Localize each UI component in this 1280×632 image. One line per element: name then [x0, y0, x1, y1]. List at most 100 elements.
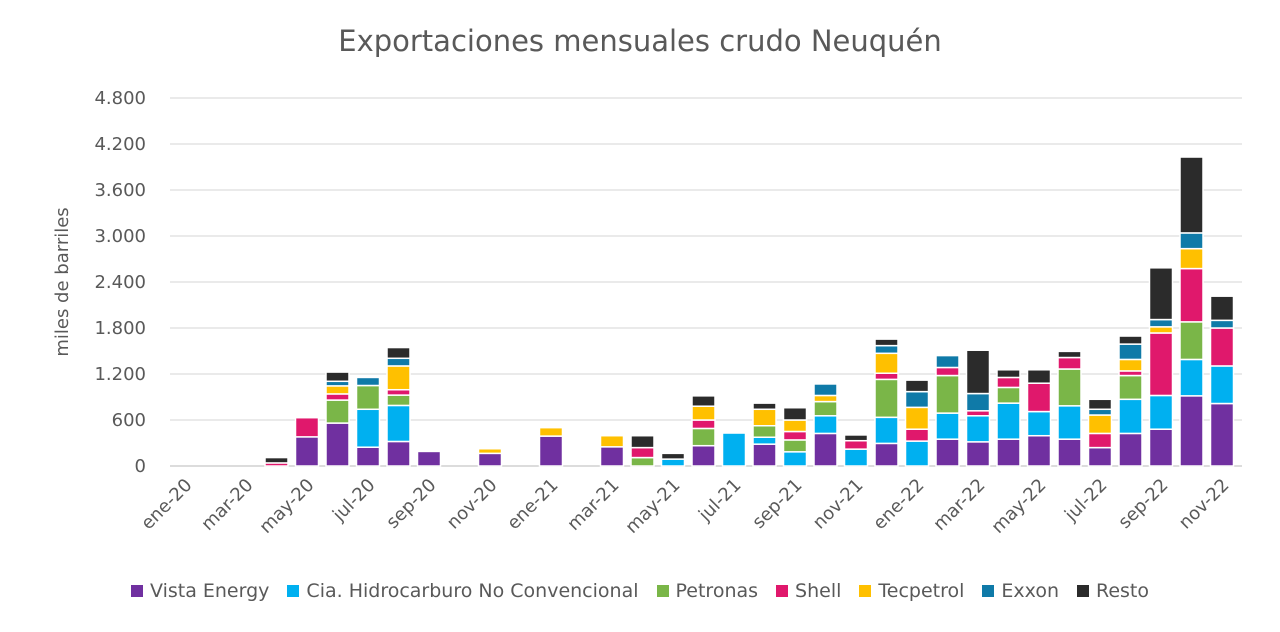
legend-swatch — [776, 585, 789, 597]
bar-segment-vista-energy-abr-22 — [996, 438, 1021, 467]
bar-segment-petronas-sep-21 — [782, 439, 808, 453]
bar-stack-oct-22 — [1179, 156, 1204, 467]
legend-label: Petronas — [675, 580, 759, 602]
legend-swatch — [131, 585, 143, 597]
chart-title: Exportaciones mensuales crudo Neuquén — [338, 24, 942, 58]
bar-segment-shell-oct-22 — [1179, 267, 1204, 323]
bar-stack-nov-21 — [843, 434, 869, 467]
bar-segment-tecpetrol-jun-20 — [325, 385, 350, 395]
bar-segment-shell-may-20 — [294, 416, 320, 438]
bar-stack-sep-20 — [416, 450, 442, 467]
bar-segment-cia-hidrocarburo-no-convencional-jul-20 — [355, 408, 381, 448]
bar-segment-petronas-oct-21 — [813, 400, 838, 417]
bar-segment-resto-dic-21 — [874, 338, 899, 347]
y-tick-label: 4.800 — [94, 88, 146, 109]
bar-segment-vista-energy-dic-21 — [874, 442, 899, 467]
bar-segment-petronas-jun-22 — [1057, 368, 1082, 407]
bar-segment-cia-hidrocarburo-no-convencional-oct-22 — [1179, 358, 1204, 397]
bar-segment-vista-energy-sep-20 — [416, 450, 442, 467]
bar-segment-cia-hidrocarburo-no-convencional-ene-22 — [904, 440, 930, 467]
bar-segment-tecpetrol-mar-21 — [599, 434, 625, 448]
x-tick-label: jul-20 — [328, 475, 379, 526]
y-tick-label: 3.600 — [94, 180, 146, 201]
legend-swatch — [1076, 585, 1089, 597]
x-tick-label: may-22 — [987, 475, 1050, 538]
bar-segment-exxon-ago-22 — [1118, 343, 1143, 361]
bar-segment-vista-energy-nov-20 — [477, 452, 503, 467]
bar-segment-vista-energy-ene-21 — [538, 435, 564, 467]
y-tick-label: 2.400 — [94, 272, 146, 293]
legend-item: Resto — [1076, 580, 1149, 602]
x-tick-label: ene-20 — [137, 475, 196, 534]
x-tick-label: nov-22 — [1175, 475, 1234, 534]
bar-segment-petronas-abr-21 — [630, 456, 655, 467]
legend-label: Resto — [1095, 580, 1149, 602]
bar-segment-resto-sep-21 — [782, 406, 808, 421]
bar-segment-vista-energy-jul-20 — [355, 446, 381, 467]
bar-segment-cia-hidrocarburo-no-convencional-sep-22 — [1148, 394, 1174, 430]
legend: Vista Energy Cia. Hidrocarburo No Convenc… — [0, 580, 1280, 602]
bar-segment-tecpetrol-jun-21 — [691, 405, 716, 421]
bar-segment-tecpetrol-ago-21 — [752, 408, 777, 427]
legend-label: Cia. Hidrocarburo No Convencional — [306, 580, 639, 602]
bar-segment-shell-nov-22 — [1209, 327, 1235, 367]
legend-label: Shell — [795, 580, 842, 602]
bar-segment-resto-oct-22 — [1179, 156, 1204, 234]
bar-segment-exxon-ago-20 — [386, 357, 411, 367]
bars — [264, 156, 1235, 467]
bar-segment-shell-feb-22 — [935, 366, 960, 377]
legend-item: Cia. Hidrocarburo No Convencional — [287, 580, 639, 602]
bar-segment-cia-hidrocarburo-no-convencional-nov-21 — [843, 448, 869, 467]
bar-stack-abr-22 — [996, 369, 1021, 467]
bar-segment-petronas-ago-22 — [1118, 374, 1143, 401]
bar-segment-cia-hidrocarburo-no-convencional-may-21 — [660, 458, 686, 467]
bar-stack-jun-21 — [691, 395, 716, 467]
bar-stack-abr-20 — [264, 456, 289, 467]
bar-segment-exxon-jul-20 — [355, 376, 381, 387]
bar-segment-vista-energy-feb-22 — [935, 438, 960, 467]
x-tick-label: mar-22 — [929, 475, 989, 535]
bar-segment-resto-abr-20 — [264, 456, 289, 464]
legend-item: Vista Energy — [131, 580, 269, 602]
bar-segment-tecpetrol-sep-21 — [782, 419, 808, 433]
legend-swatch — [859, 585, 872, 597]
bar-segment-vista-energy-ago-20 — [386, 440, 411, 467]
x-tick-label: mar-20 — [197, 475, 257, 535]
x-tick-label: sep-21 — [748, 475, 806, 533]
y-tick-label: 0 — [135, 456, 146, 477]
bar-segment-cia-hidrocarburo-no-convencional-ago-22 — [1118, 398, 1143, 435]
bar-stack-ago-21 — [752, 402, 777, 467]
bar-segment-vista-energy-jun-22 — [1057, 438, 1082, 467]
bar-segment-tecpetrol-jul-22 — [1087, 414, 1113, 435]
bar-segment-resto-nov-22 — [1209, 295, 1235, 322]
bar-stack-jun-20 — [325, 371, 350, 467]
bar-segment-resto-nov-21 — [843, 434, 869, 442]
bar-stack-ago-20 — [386, 346, 411, 467]
bar-segment-cia-hidrocarburo-no-convencional-dic-21 — [874, 416, 899, 445]
bar-stack-jul-21 — [721, 432, 747, 467]
bar-stack-jun-22 — [1057, 350, 1082, 467]
bar-segment-shell-abr-22 — [996, 376, 1021, 389]
bar-stack-sep-21 — [782, 406, 808, 467]
bar-segment-vista-energy-jul-22 — [1087, 446, 1113, 467]
bar-segment-exxon-oct-22 — [1179, 232, 1204, 250]
bar-stack-mar-21 — [599, 434, 625, 467]
bar-segment-vista-energy-mar-22 — [965, 441, 991, 467]
bar-segment-cia-hidrocarburo-no-convencional-mar-22 — [965, 415, 991, 443]
bar-stack-oct-21 — [813, 383, 838, 467]
stacked-bar-chart: 06001.2001.8002.4003.0003.6004.2004.800 … — [52, 88, 1242, 538]
bar-segment-cia-hidrocarburo-no-convencional-feb-22 — [935, 412, 960, 440]
bar-segment-petronas-jul-20 — [355, 384, 381, 411]
legend-item: Shell — [776, 580, 841, 602]
bar-segment-tecpetrol-nov-20 — [477, 448, 503, 455]
bar-segment-shell-jun-21 — [691, 419, 716, 430]
bar-segment-cia-hidrocarburo-no-convencional-jun-22 — [1057, 405, 1082, 440]
x-tick-label: ene-22 — [869, 475, 928, 534]
bar-segment-exxon-feb-22 — [935, 354, 960, 369]
bar-stack-nov-22 — [1209, 295, 1235, 467]
bar-segment-tecpetrol-ene-21 — [538, 426, 564, 437]
bar-segment-exxon-mar-22 — [965, 392, 991, 412]
y-axis-ticks: 0 600 1.200 1.800 2.400 3.000 3.600 4.200 4.800 — [94, 88, 146, 477]
bar-segment-resto-jul-22 — [1087, 398, 1113, 411]
bar-stack-may-20 — [294, 416, 320, 467]
